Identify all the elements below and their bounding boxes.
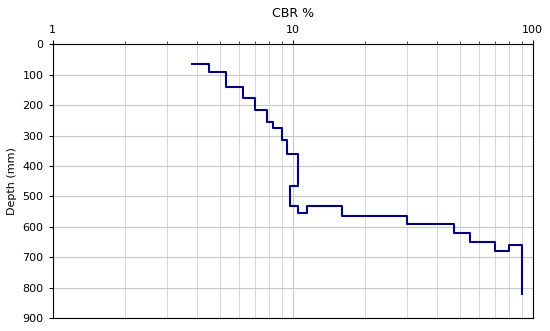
Y-axis label: Depth (mm): Depth (mm) [7, 147, 17, 215]
Title: CBR %: CBR % [272, 7, 313, 20]
